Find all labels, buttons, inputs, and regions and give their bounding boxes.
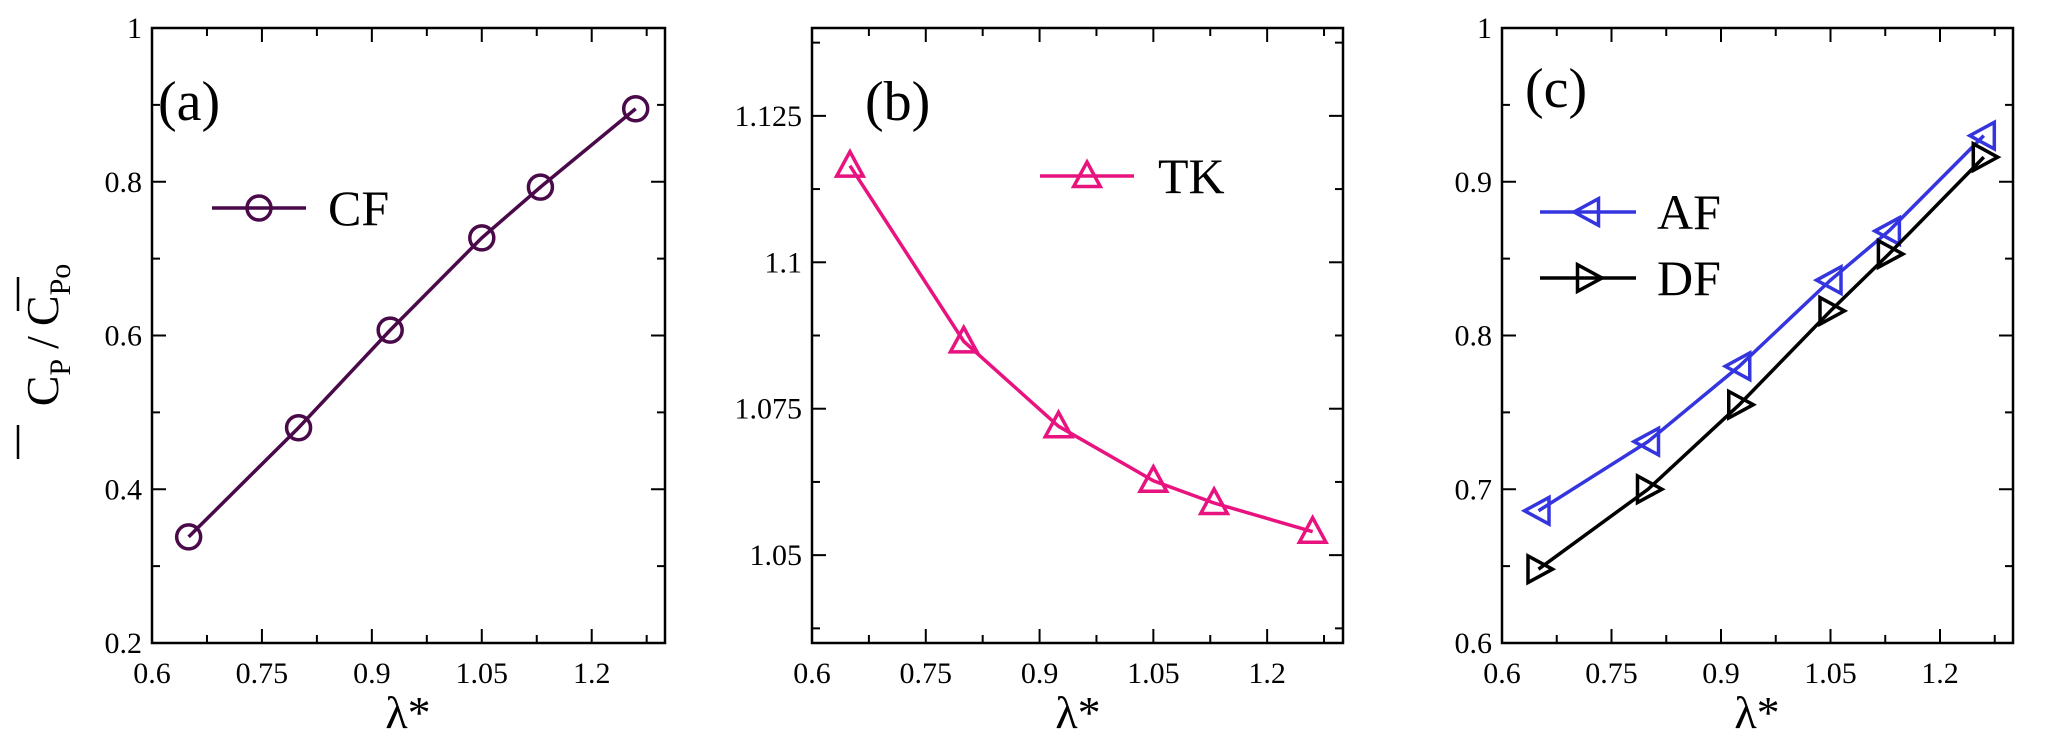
data-point-af bbox=[1630, 425, 1661, 458]
plot-frame-a bbox=[150, 26, 667, 645]
data-point-tk bbox=[947, 323, 980, 354]
series-line-cf bbox=[187, 107, 637, 539]
x-tick-label-a: 0.75 bbox=[236, 657, 289, 690]
data-point-cf bbox=[284, 414, 313, 442]
data-point-df bbox=[1526, 552, 1557, 586]
y-tick-label-a: 0.2 bbox=[105, 627, 143, 660]
x-tick-label-b: 1.05 bbox=[1127, 657, 1180, 690]
data-point-af bbox=[1966, 119, 1997, 152]
x-tick-label-c: 0.75 bbox=[1585, 657, 1638, 690]
chart-panel-b: 0.6 0.75 0.9 1.05 1.2 1.05 1.075 1.1 1.125 (b) λ… bbox=[735, 26, 1345, 738]
y-axis-c1: C bbox=[17, 376, 68, 407]
y-tick-label-c: 0.6 bbox=[1455, 627, 1493, 660]
data-point-tk bbox=[1296, 514, 1329, 544]
x-tick-label-b: 0.6 bbox=[793, 657, 831, 690]
data-point-df bbox=[1635, 473, 1666, 506]
legend-marker-tk bbox=[1070, 158, 1104, 189]
data-point-cf bbox=[174, 523, 203, 551]
legend-label-tk: TK bbox=[1158, 148, 1225, 204]
x-axis-title-c: λ* bbox=[1734, 687, 1779, 738]
chart-panel-a: 0.6 0.75 0.9 1.05 1.20.20.40.60.81 (a) λ* CP… bbox=[16, 12, 667, 738]
data-point-af bbox=[1812, 263, 1843, 297]
legend-marker-af bbox=[1570, 195, 1601, 229]
y-tick-label-c: 0.7 bbox=[1455, 473, 1493, 506]
data-point-cf bbox=[376, 316, 404, 344]
data-point-cf bbox=[621, 94, 650, 123]
y-axis-sub1: P bbox=[44, 359, 77, 376]
x-tick-label-c: 0.9 bbox=[1702, 657, 1740, 690]
x-axis-title-a: λ* bbox=[385, 687, 430, 738]
x-tick-label-c: 0.6 bbox=[1483, 657, 1521, 690]
data-point-tk bbox=[833, 147, 867, 178]
y-tick-label-c: 0.9 bbox=[1455, 166, 1493, 199]
x-tick-label-c: 1.05 bbox=[1804, 657, 1857, 690]
x-tick-label-a: 0.9 bbox=[353, 657, 391, 690]
x-tick-label-a: 1.2 bbox=[573, 657, 611, 690]
y-tick-label-b: 1.05 bbox=[750, 539, 803, 572]
data-point-tk bbox=[1137, 463, 1170, 494]
series-line-tk bbox=[848, 164, 1314, 534]
data-point-tk bbox=[1197, 485, 1231, 516]
data-point-tk bbox=[1042, 408, 1075, 439]
y-tick-label-b: 1.1 bbox=[765, 246, 803, 279]
data-point-af bbox=[1721, 350, 1752, 383]
x-tick-label-b: 0.9 bbox=[1021, 657, 1059, 690]
data-point-cf bbox=[526, 173, 555, 201]
legend-marker-cf bbox=[245, 194, 273, 222]
data-point-af bbox=[1871, 214, 1902, 248]
x-tick-label-a: 1.05 bbox=[456, 657, 509, 690]
y-axis-slash: / bbox=[17, 336, 68, 349]
data-point-cf bbox=[468, 224, 496, 252]
legend-label-df: DF bbox=[1657, 250, 1721, 306]
panel-label-a: (a) bbox=[158, 71, 220, 133]
data-point-df bbox=[1818, 294, 1849, 328]
data-point-af bbox=[1520, 494, 1551, 528]
x-tick-label-b: 0.75 bbox=[900, 657, 953, 690]
series-line-af bbox=[1537, 134, 1986, 513]
y-tick-label-a: 0.4 bbox=[105, 473, 143, 506]
panel-label-b: (b) bbox=[865, 71, 930, 133]
legend-marker-df bbox=[1575, 261, 1606, 295]
x-tick-label-b: 1.2 bbox=[1248, 657, 1286, 690]
x-axis-title-b: λ* bbox=[1055, 687, 1100, 738]
y-tick-label-b: 1.075 bbox=[735, 393, 803, 426]
y-tick-label-a: 0.8 bbox=[105, 166, 143, 199]
series-line-df bbox=[1537, 155, 1986, 571]
x-tick-label-c: 1.2 bbox=[1921, 657, 1959, 690]
y-tick-label-b: 1.125 bbox=[735, 100, 803, 133]
y-tick-label-c: 0.8 bbox=[1455, 320, 1493, 353]
legend-label-af: AF bbox=[1657, 184, 1721, 240]
panel-label-c: (c) bbox=[1525, 58, 1587, 120]
svg-text:CP/CPo: CP/CPo bbox=[17, 264, 77, 407]
chart-panel-c: 0.6 0.75 0.9 1.05 1.2 0.6 0.7 0.8 0.9 1 (c) λ* AF… bbox=[1455, 12, 2015, 738]
y-axis-sub2: Po bbox=[44, 264, 77, 296]
y-tick-label-a: 0.6 bbox=[105, 320, 143, 353]
data-point-df bbox=[1727, 388, 1757, 421]
y-tick-label-a: 1 bbox=[127, 12, 142, 45]
y-axis-title-a: CP/CPo bbox=[16, 264, 77, 459]
plot-frame-c bbox=[1500, 26, 2015, 645]
x-tick-label-a: 0.6 bbox=[133, 657, 171, 690]
data-point-df bbox=[1971, 140, 2002, 174]
y-axis-c2: C bbox=[17, 295, 68, 326]
y-tick-label-c: 1 bbox=[1477, 12, 1492, 45]
data-point-df bbox=[1876, 237, 1907, 271]
legend-label-cf: CF bbox=[328, 180, 389, 236]
